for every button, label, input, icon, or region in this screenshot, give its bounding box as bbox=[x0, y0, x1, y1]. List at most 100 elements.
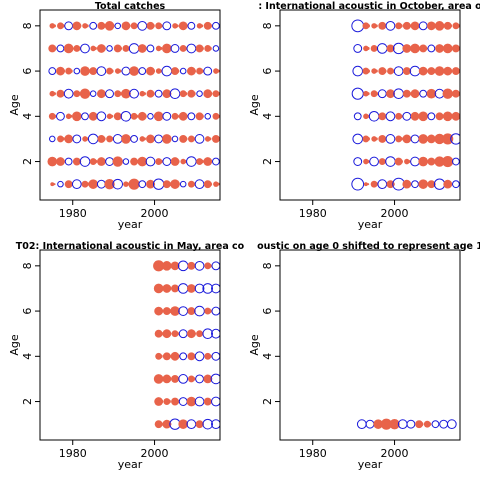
x-axis-label: year bbox=[118, 458, 143, 471]
residual-negative-point bbox=[369, 156, 379, 167]
residual-negative-point bbox=[452, 180, 460, 189]
residual-positive-point bbox=[158, 399, 164, 404]
residual-positive-point bbox=[183, 46, 188, 51]
residual-positive-point bbox=[422, 136, 429, 142]
residual-positive-point bbox=[207, 182, 213, 187]
residual-negative-point bbox=[203, 66, 213, 76]
residual-positive-point bbox=[101, 136, 106, 142]
residual-positive-point bbox=[109, 69, 114, 73]
residual-positive-point bbox=[166, 331, 172, 337]
residual-positive-point bbox=[199, 69, 204, 73]
residual-negative-point bbox=[377, 89, 387, 99]
residual-negative-point bbox=[368, 111, 380, 122]
residual-negative-point bbox=[179, 67, 187, 75]
residual-positive-point bbox=[174, 181, 180, 187]
y-tick-label: 4 bbox=[21, 113, 34, 120]
residual-negative-point bbox=[194, 179, 205, 190]
residual-positive-point bbox=[423, 46, 428, 51]
residual-positive-point bbox=[422, 181, 429, 187]
residual-negative-point bbox=[146, 44, 155, 53]
residual-negative-point bbox=[96, 111, 107, 122]
residual-positive-point bbox=[208, 137, 212, 141]
residual-positive-point bbox=[159, 46, 163, 50]
residual-negative-point bbox=[178, 397, 188, 406]
residual-positive-point bbox=[371, 136, 377, 142]
panel-1: Total catches 1980 2000 2 4 6 8 year Age bbox=[8, 1, 221, 231]
residual-negative-point bbox=[79, 156, 91, 167]
residual-positive-point bbox=[390, 69, 395, 73]
residual-negative-point bbox=[96, 66, 107, 76]
residual-positive-point bbox=[439, 23, 445, 29]
residual-negative-point bbox=[211, 328, 220, 339]
residual-negative-point bbox=[211, 419, 220, 430]
residual-positive-point bbox=[196, 23, 203, 29]
residual-positive-point bbox=[123, 181, 129, 187]
residual-positive-point bbox=[175, 68, 180, 74]
residual-positive-point bbox=[382, 114, 387, 119]
residual-positive-point bbox=[406, 23, 412, 28]
residual-negative-point bbox=[431, 420, 440, 429]
residual-positive-point bbox=[398, 137, 403, 141]
residual-negative-point bbox=[385, 20, 396, 31]
residual-positive-point bbox=[216, 114, 220, 119]
residual-positive-point bbox=[455, 91, 460, 96]
residual-negative-point bbox=[194, 260, 205, 271]
residual-positive-point bbox=[158, 376, 164, 382]
residual-positive-point bbox=[49, 90, 56, 97]
y-axis-label: Age bbox=[8, 334, 21, 356]
residual-negative-point bbox=[210, 373, 220, 385]
residual-positive-point bbox=[191, 331, 196, 337]
y-tick-label: 2 bbox=[21, 158, 34, 165]
residual-positive-point bbox=[191, 91, 196, 96]
residual-negative-point bbox=[211, 396, 220, 407]
residual-negative-point bbox=[211, 261, 220, 271]
residual-positive-point bbox=[65, 113, 72, 120]
panel-2: : International acoustic in October, are… bbox=[248, 1, 480, 231]
y-axis-label: Age bbox=[248, 334, 261, 356]
residual-positive-point bbox=[158, 159, 163, 164]
residual-positive-point bbox=[182, 23, 188, 29]
residual-positive-point bbox=[52, 24, 56, 28]
data-marks bbox=[47, 20, 220, 190]
residual-positive-point bbox=[406, 181, 412, 187]
residual-positive-point bbox=[455, 46, 460, 51]
y-axis-label: Age bbox=[8, 94, 21, 116]
residual-positive-point bbox=[158, 23, 163, 28]
residual-positive-point bbox=[191, 182, 196, 187]
residual-negative-point bbox=[145, 156, 156, 167]
residual-positive-point bbox=[142, 137, 146, 141]
residual-positive-point bbox=[191, 68, 196, 74]
residual-positive-point bbox=[118, 69, 122, 73]
residual-positive-point bbox=[455, 113, 460, 119]
residual-positive-point bbox=[446, 158, 453, 165]
residual-positive-point bbox=[175, 376, 180, 382]
y-tick-label: 2 bbox=[21, 398, 34, 405]
residual-positive-point bbox=[207, 159, 213, 164]
residual-negative-point bbox=[393, 66, 404, 76]
residual-negative-point bbox=[392, 42, 405, 55]
y-tick-label: 8 bbox=[261, 262, 274, 269]
residual-positive-point bbox=[175, 24, 179, 28]
residual-positive-point bbox=[93, 159, 98, 164]
residual-positive-point bbox=[82, 23, 88, 29]
residual-negative-point bbox=[196, 90, 203, 97]
residual-positive-point bbox=[191, 286, 196, 291]
residual-negative-point bbox=[402, 111, 412, 121]
residual-negative-point bbox=[89, 90, 97, 97]
residual-positive-point bbox=[101, 46, 106, 51]
residual-negative-point bbox=[385, 156, 396, 167]
residual-positive-point bbox=[439, 114, 444, 119]
y-tick-label: 2 bbox=[261, 398, 274, 405]
residual-positive-point bbox=[374, 91, 379, 96]
residual-positive-point bbox=[367, 183, 370, 186]
residual-positive-point bbox=[199, 114, 204, 119]
residual-positive-point bbox=[84, 90, 91, 97]
residual-positive-point bbox=[431, 68, 436, 74]
residual-negative-point bbox=[194, 283, 205, 294]
residual-positive-point bbox=[363, 90, 369, 97]
residual-negative-point bbox=[96, 179, 106, 189]
residual-positive-point bbox=[175, 331, 180, 336]
residual-positive-point bbox=[446, 135, 453, 142]
residual-positive-point bbox=[439, 46, 445, 51]
residual-positive-point bbox=[398, 114, 403, 119]
